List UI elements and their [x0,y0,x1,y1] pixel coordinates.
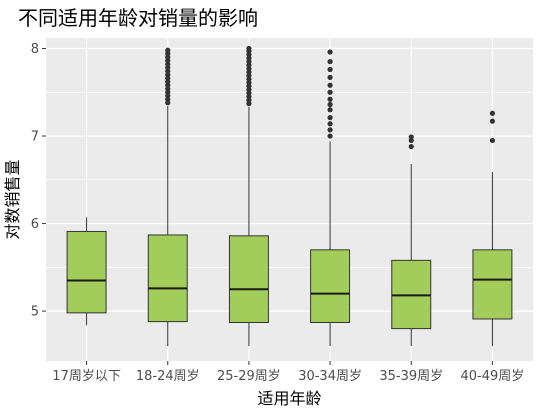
y-axis: 5 6 7 8 [31,42,46,320]
box-iqr [472,249,513,320]
box-group [472,110,513,347]
chart-title: 不同适用年龄对销量的影响 [18,6,258,30]
outlier-point [246,45,252,52]
box-group [310,49,351,347]
outlier-point [327,133,333,139]
outlier-point [327,89,333,95]
outlier-point [489,118,496,124]
x-axis-title: 适用年龄 [257,389,321,408]
box-iqr [228,235,269,323]
outlier-point [408,134,414,140]
outlier-point [327,82,333,88]
outlier-point [327,59,333,65]
outlier-point [327,115,333,121]
y-tick-label: 8 [31,42,39,57]
plot-panel [46,38,533,361]
box-group [391,134,432,347]
outlier-point [327,121,333,127]
outlier-point [327,66,333,73]
outlier-point [327,101,333,108]
outlier-point [327,49,333,55]
outlier-point [165,47,171,53]
x-tick-label: 25-29周岁 [217,369,281,384]
outlier-point [408,143,414,150]
outlier-point [327,107,333,113]
box-iqr [310,249,351,323]
box-iqr [66,230,107,314]
x-tick-label: 30-34周岁 [298,369,362,384]
x-tick-label: 17周岁以下 [52,369,121,384]
outlier-point [489,110,496,116]
box-group [147,47,188,347]
outlier-point [489,137,496,144]
box-group [228,45,269,347]
x-tick-label: 35-39周岁 [379,369,443,384]
box-iqr [147,234,188,323]
outlier-point [327,74,333,80]
boxes-layer [66,45,513,347]
box-group [66,217,107,326]
outlier-point [327,96,333,102]
y-tick-label: 7 [31,130,39,145]
x-axis: 17周岁以下 18-24周岁 25-29周岁 30-34周岁 35-39周岁 40-49周… [52,361,524,384]
x-tick-label: 40-49周岁 [461,369,525,384]
y-tick-label: 5 [31,305,39,320]
y-axis-title: 对数销售量 [3,159,22,239]
outlier-point [327,127,333,133]
x-tick-label: 18-24周岁 [136,369,200,384]
y-tick-label: 6 [31,217,39,232]
